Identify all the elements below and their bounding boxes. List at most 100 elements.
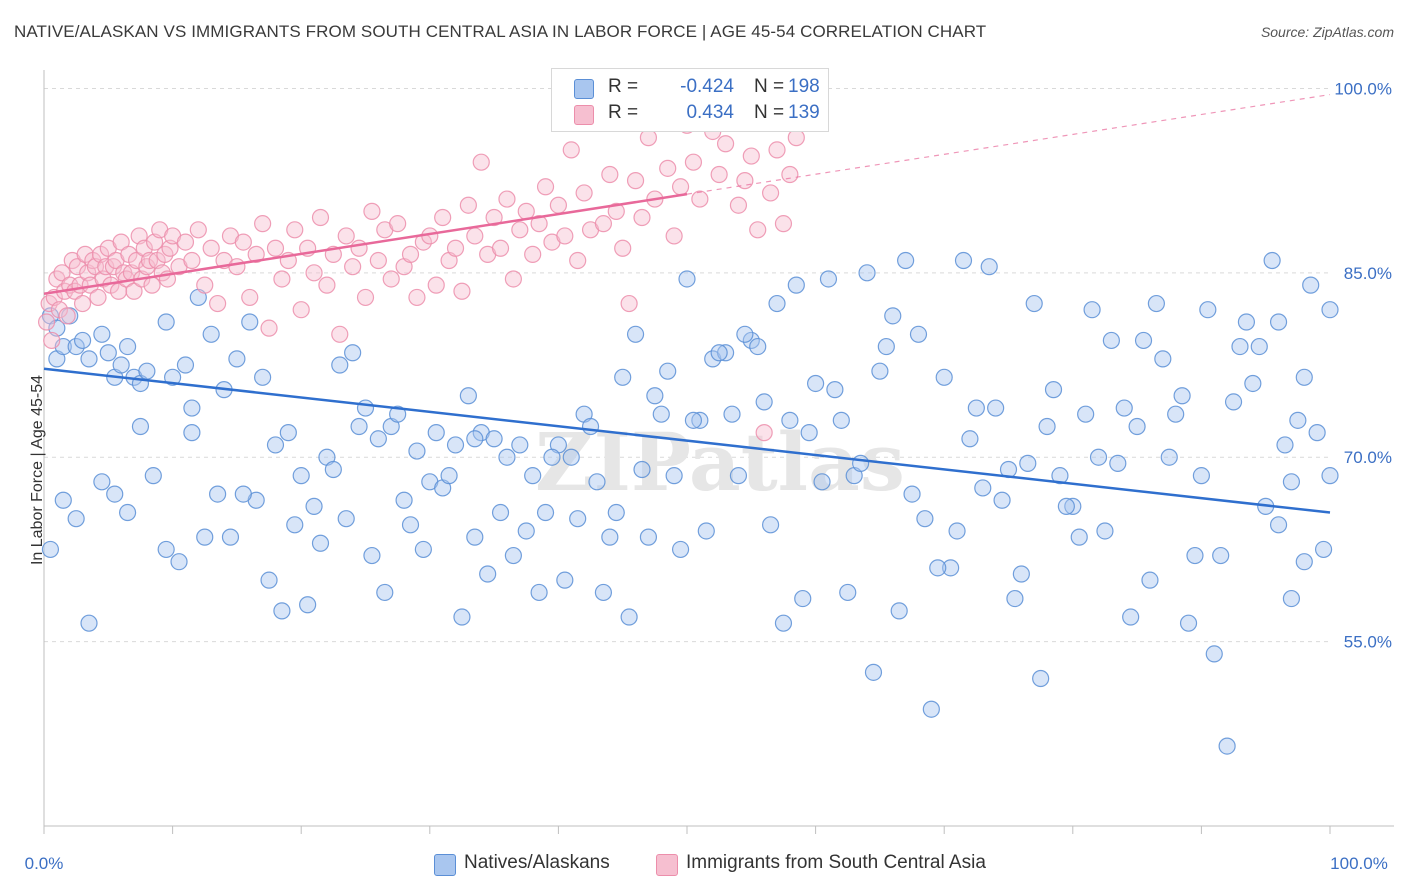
- point-natives: [1064, 497, 1082, 515]
- point-natives: [1160, 448, 1178, 466]
- point-natives: [1250, 337, 1268, 356]
- point-natives: [260, 571, 278, 589]
- point-natives: [614, 368, 632, 386]
- point-natives: [1141, 571, 1159, 589]
- point-immigrants: [247, 245, 265, 263]
- point-natives: [723, 405, 741, 423]
- point-natives: [67, 510, 85, 528]
- point-natives: [485, 430, 503, 448]
- point-natives: [1295, 368, 1313, 386]
- point-natives: [987, 399, 1005, 417]
- point-immigrants: [755, 424, 773, 442]
- point-natives: [363, 546, 381, 565]
- point-natives: [241, 313, 259, 331]
- point-natives: [54, 491, 72, 509]
- point-natives: [691, 411, 709, 429]
- y-tick-label: 100.0%: [1334, 79, 1392, 98]
- point-natives: [1237, 313, 1256, 331]
- point-natives: [479, 565, 497, 583]
- point-immigrants: [459, 196, 477, 214]
- point-natives: [118, 503, 137, 522]
- point-natives: [800, 424, 818, 442]
- point-natives: [639, 528, 658, 546]
- point-natives: [1115, 399, 1133, 417]
- point-immigrants: [209, 294, 227, 313]
- point-natives: [80, 614, 98, 632]
- point-natives: [1231, 337, 1249, 356]
- point-immigrants: [228, 258, 246, 276]
- point-natives: [369, 430, 387, 448]
- point-natives: [453, 608, 471, 626]
- point-immigrants: [43, 331, 61, 350]
- point-natives: [93, 325, 111, 343]
- point-immigrants: [614, 239, 632, 257]
- point-natives: [99, 344, 117, 362]
- point-natives: [897, 251, 915, 270]
- point-natives: [652, 405, 670, 423]
- point-natives: [774, 614, 793, 632]
- point-natives: [1057, 497, 1075, 515]
- point-natives: [1038, 417, 1056, 436]
- point-natives: [858, 264, 876, 282]
- point-natives: [781, 411, 799, 429]
- point-immigrants: [569, 251, 587, 270]
- point-natives: [1044, 381, 1063, 399]
- point-natives: [138, 362, 156, 380]
- point-natives: [1282, 473, 1301, 491]
- point-natives: [954, 251, 973, 270]
- point-natives: [254, 368, 272, 386]
- point-immigrants: [768, 141, 786, 159]
- point-natives: [299, 596, 317, 614]
- point-natives: [164, 368, 182, 386]
- point-immigrants: [254, 215, 272, 233]
- point-natives: [562, 448, 580, 466]
- point-natives: [331, 356, 349, 374]
- point-natives: [1308, 424, 1326, 442]
- point-natives: [742, 331, 760, 350]
- point-immigrants: [401, 245, 420, 263]
- point-natives: [768, 294, 786, 313]
- point-natives: [228, 350, 246, 368]
- point-immigrants: [781, 165, 799, 184]
- point-natives: [337, 510, 355, 528]
- point-natives: [67, 337, 85, 356]
- point-natives: [671, 540, 690, 559]
- point-immigrants: [710, 165, 728, 184]
- point-natives: [1295, 553, 1313, 571]
- point-natives: [1199, 301, 1217, 319]
- legend-swatch-natives: [574, 79, 594, 99]
- point-immigrants: [504, 270, 522, 288]
- point-natives: [980, 258, 998, 276]
- point-immigrants: [562, 141, 580, 159]
- x-tick-label: 100.0%: [1330, 854, 1388, 873]
- point-immigrants: [749, 221, 767, 239]
- point-natives: [935, 368, 953, 386]
- y-tick-label: 85.0%: [1344, 264, 1392, 283]
- point-natives: [536, 503, 555, 522]
- point-natives: [1012, 565, 1030, 583]
- point-natives: [922, 700, 940, 718]
- point-natives: [1025, 294, 1043, 313]
- point-natives: [1122, 608, 1140, 626]
- point-immigrants: [620, 294, 638, 313]
- trend-line-immigrants-extension: [686, 93, 1331, 195]
- point-natives: [948, 522, 966, 540]
- point-natives: [1083, 301, 1101, 319]
- point-natives: [1244, 374, 1262, 393]
- x-tick-label: 0.0%: [25, 854, 64, 873]
- point-immigrants: [273, 270, 291, 288]
- point-natives: [819, 270, 838, 288]
- point-natives: [517, 522, 535, 540]
- point-natives: [993, 491, 1011, 509]
- trend-line-immigrants: [43, 192, 688, 295]
- point-immigrants: [729, 196, 748, 214]
- point-immigrants: [485, 208, 503, 227]
- point-natives: [305, 497, 323, 515]
- point-natives: [1173, 387, 1191, 405]
- point-natives: [1212, 546, 1230, 565]
- bottom-legend-label-natives: Natives/Alaskans: [464, 852, 610, 873]
- point-natives: [1302, 276, 1320, 294]
- point-natives: [1167, 405, 1185, 423]
- point-natives: [787, 276, 805, 294]
- point-natives: [504, 546, 522, 565]
